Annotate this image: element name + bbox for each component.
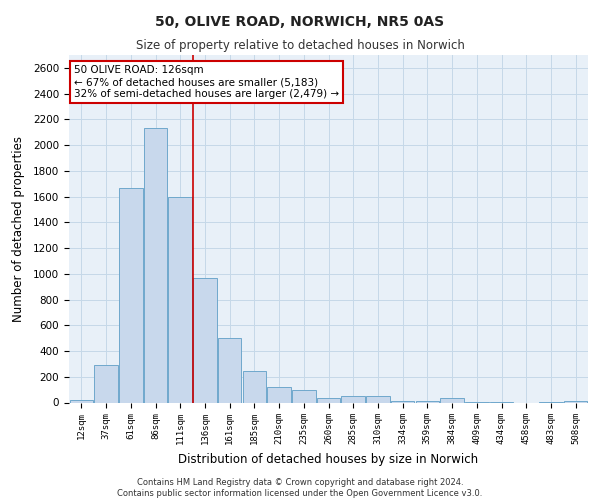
Bar [94,365,118,403]
Bar [366,396,389,402]
Bar [564,401,587,402]
Bar [144,128,167,402]
Text: 50, OLIVE ROAD, NORWICH, NR5 0AS: 50, OLIVE ROAD, NORWICH, NR5 0AS [155,15,445,29]
Bar [341,396,365,402]
Bar [193,278,217,402]
Text: Size of property relative to detached houses in Norwich: Size of property relative to detached ho… [136,39,464,52]
Bar [391,400,415,402]
Bar [242,371,266,402]
Bar [70,400,93,402]
Bar [268,387,291,402]
Bar [317,398,340,402]
Bar [416,401,439,402]
Bar [218,338,241,402]
Bar [292,390,316,402]
Text: 50 OLIVE ROAD: 126sqm
← 67% of detached houses are smaller (5,183)
32% of semi-d: 50 OLIVE ROAD: 126sqm ← 67% of detached … [74,66,340,98]
Text: Contains HM Land Registry data © Crown copyright and database right 2024.
Contai: Contains HM Land Registry data © Crown c… [118,478,482,498]
Bar [119,188,143,402]
X-axis label: Distribution of detached houses by size in Norwich: Distribution of detached houses by size … [178,453,479,466]
Bar [440,398,464,402]
Bar [169,196,192,402]
Y-axis label: Number of detached properties: Number of detached properties [11,136,25,322]
